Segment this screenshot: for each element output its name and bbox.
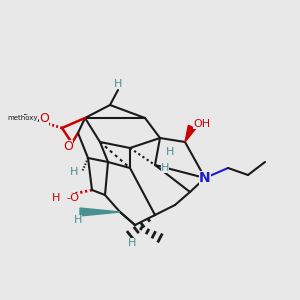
Text: H: H <box>128 238 136 248</box>
Text: H: H <box>166 147 174 157</box>
Text: O: O <box>63 140 73 152</box>
Text: H: H <box>52 193 60 203</box>
Text: methoxy: methoxy <box>8 115 38 121</box>
Text: H: H <box>161 163 169 173</box>
Text: H: H <box>70 167 78 177</box>
Text: H: H <box>74 215 82 225</box>
Polygon shape <box>80 208 120 216</box>
Polygon shape <box>185 125 196 142</box>
Text: -O: -O <box>66 193 79 203</box>
Text: OH: OH <box>194 119 211 129</box>
Text: H: H <box>114 79 122 89</box>
Text: N: N <box>199 171 211 185</box>
Text: O: O <box>39 112 49 125</box>
